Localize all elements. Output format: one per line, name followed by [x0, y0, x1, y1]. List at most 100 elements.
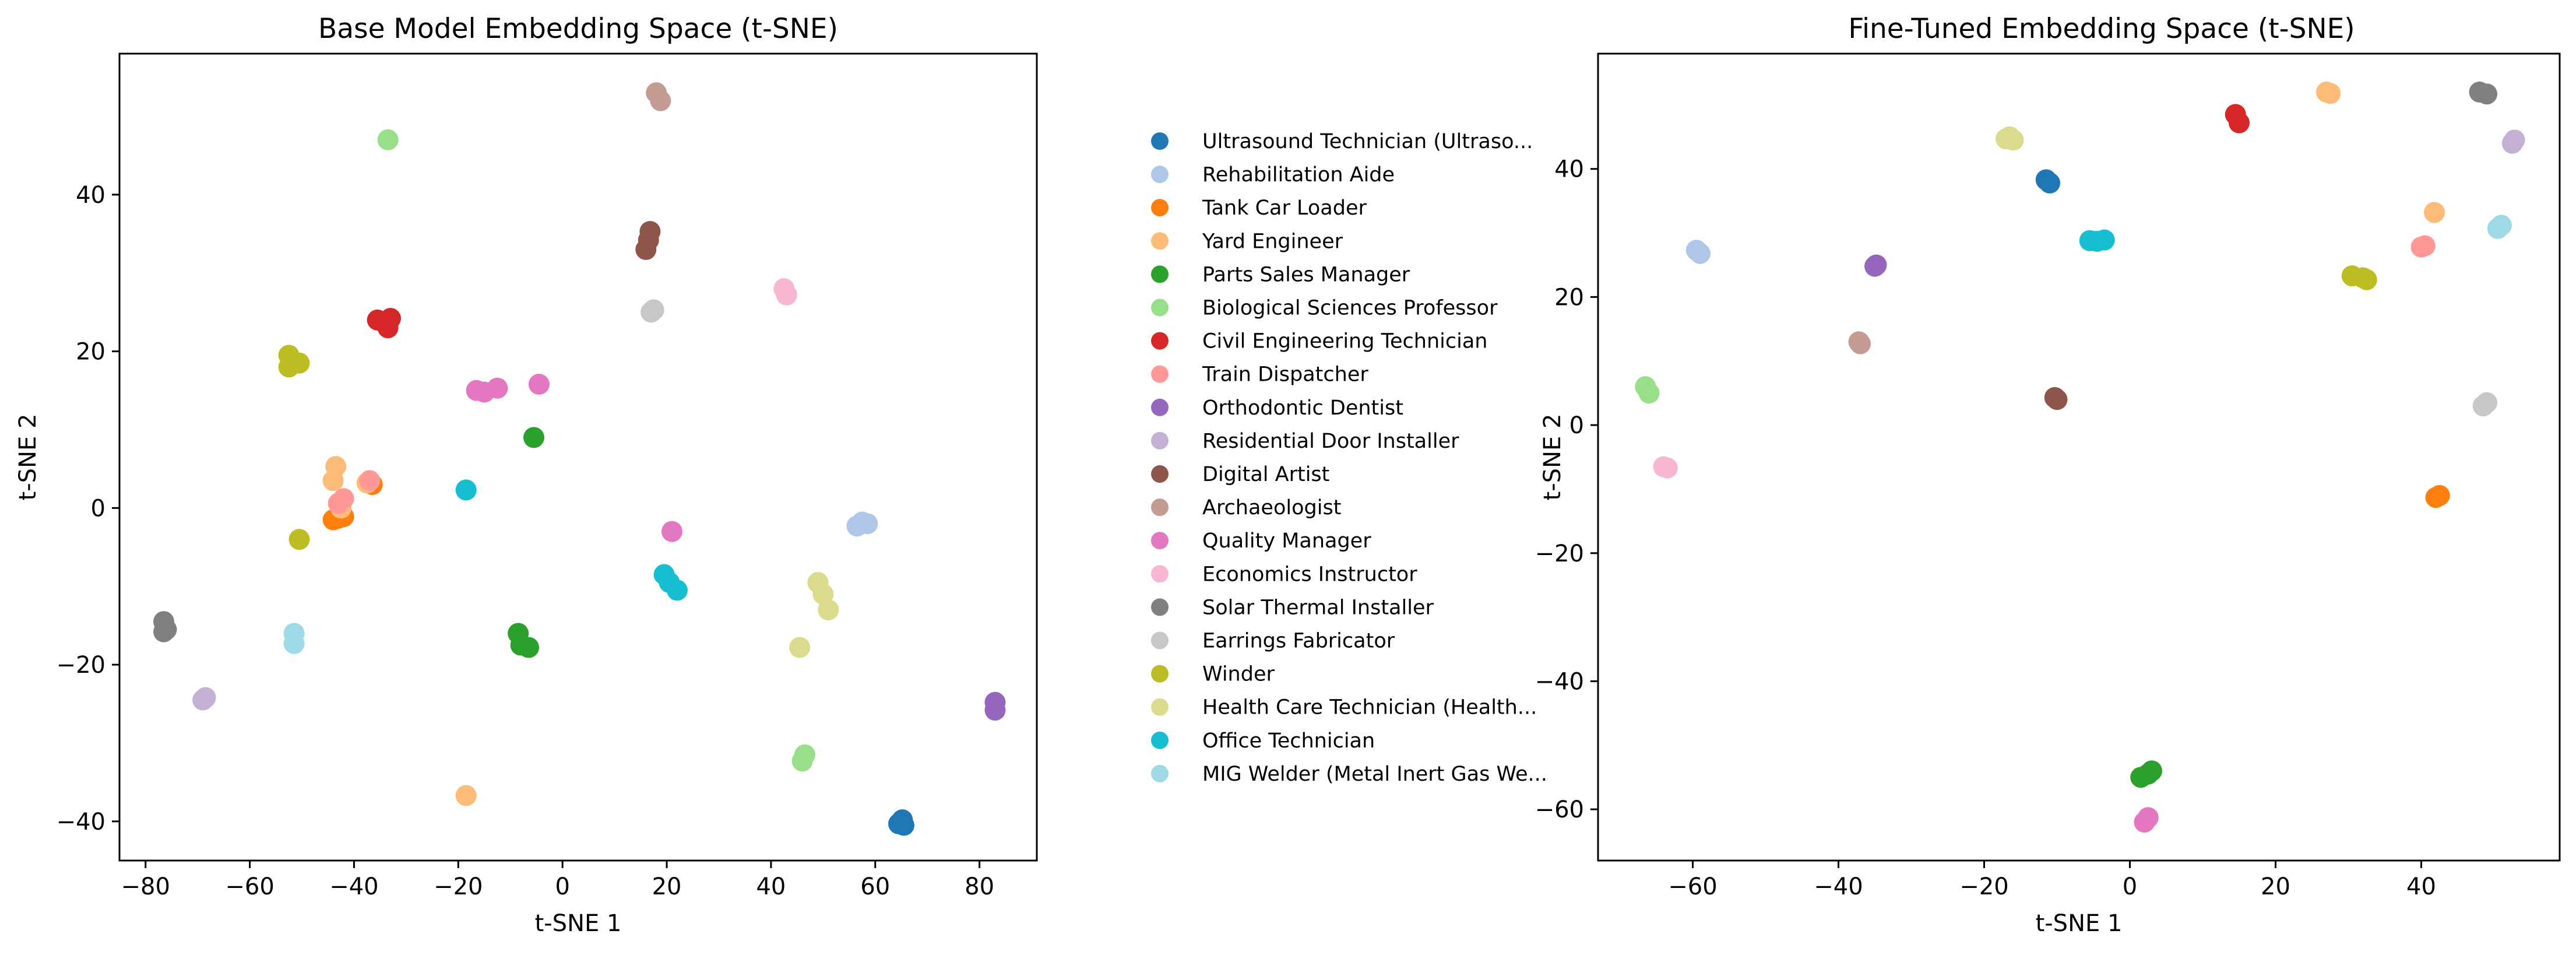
x-tick-label: −20	[434, 873, 483, 900]
point-rehabilitation-aide	[1690, 243, 1711, 264]
legend-marker-quality-manager	[1151, 532, 1169, 550]
x-tick-label: 40	[756, 873, 786, 900]
x-tick-label: −60	[225, 873, 274, 900]
point-parts-sales-manager	[518, 637, 540, 658]
fine-tuned-y-axis-label: t-SNE 2	[1539, 414, 1566, 501]
point-winder	[288, 352, 310, 374]
y-tick-label: 20	[1554, 284, 1584, 311]
point-yard-engineer	[2320, 83, 2341, 104]
legend-label-train-dispatcher: Train Dispatcher	[1202, 363, 1368, 387]
point-quality-manager	[487, 377, 508, 399]
legend-marker-orthodontic-dentist	[1151, 398, 1169, 416]
point-ultrasound-technician-ultraso	[893, 814, 914, 836]
legend-marker-digital-artist	[1151, 465, 1169, 483]
legend-marker-earrings-fabricator	[1151, 631, 1169, 649]
legend-marker-health-care-technician-health	[1151, 698, 1169, 716]
point-economics-instructor	[1656, 457, 1678, 479]
point-train-dispatcher	[359, 470, 381, 491]
base-model-y-axis-label: t-SNE 2	[15, 414, 41, 501]
legend-label-office-technician: Office Technician	[1202, 729, 1375, 753]
x-tick-label: 0	[2123, 873, 2137, 900]
point-parts-sales-manager	[2141, 760, 2162, 782]
legend-label-solar-thermal-installer: Solar Thermal Installer	[1202, 596, 1434, 619]
point-solar-thermal-installer	[153, 621, 175, 642]
legend-label-residential-door-installer: Residential Door Installer	[1202, 430, 1459, 453]
legend-label-orthodontic-dentist: Orthodontic Dentist	[1202, 396, 1403, 420]
base-model-points	[153, 82, 1006, 836]
y-tick-label: −60	[1535, 796, 1584, 823]
legend-label-mig-welder-metal-inert-gas-we: MIG Welder (Metal Inert Gas We...	[1202, 763, 1547, 786]
point-orthodontic-dentist	[1866, 254, 1887, 276]
legend-label-civil-engineering-technician: Civil Engineering Technician	[1202, 330, 1487, 353]
legend-marker-office-technician	[1151, 731, 1169, 749]
point-train-dispatcher	[2414, 235, 2436, 257]
legend-marker-train-dispatcher	[1151, 365, 1169, 383]
legend-marker-mig-welder-metal-inert-gas-we	[1151, 764, 1169, 782]
x-tick-label: 20	[652, 873, 682, 900]
base-model-x-axis-label: t-SNE 1	[535, 910, 622, 937]
point-residential-door-installer	[2504, 129, 2525, 151]
legend-marker-archaeologist	[1151, 498, 1169, 517]
legend-label-tank-car-loader: Tank Car Loader	[1202, 196, 1367, 220]
point-office-technician	[2093, 229, 2115, 251]
point-mig-welder-metal-inert-gas-we	[283, 633, 305, 654]
point-office-technician	[666, 580, 688, 601]
point-biological-sciences-professor	[791, 750, 813, 772]
legend-label-economics-instructor: Economics Instructor	[1202, 563, 1417, 586]
point-biological-sciences-professor	[1638, 382, 1660, 404]
x-tick-label: −20	[1959, 873, 2008, 900]
point-winder	[2356, 269, 2377, 290]
x-tick-label: −80	[121, 873, 170, 900]
point-office-technician	[455, 479, 477, 501]
point-winder	[288, 529, 310, 550]
point-quality-manager	[661, 521, 682, 542]
legend-marker-solar-thermal-installer	[1151, 598, 1169, 616]
y-tick-label: 40	[1554, 156, 1584, 183]
y-tick-label: 0	[1569, 412, 1584, 439]
y-tick-label: 20	[76, 339, 105, 366]
y-tick-label: 40	[76, 182, 105, 209]
point-archaeologist	[1850, 333, 1871, 354]
legend-marker-winder	[1151, 665, 1169, 683]
point-earrings-fabricator	[643, 299, 664, 321]
point-rehabilitation-aide	[857, 513, 878, 535]
point-yard-engineer	[2424, 202, 2445, 223]
point-health-care-technician-health	[1999, 126, 2021, 148]
y-tick-label: −40	[1535, 668, 1584, 695]
point-orthodontic-dentist	[984, 700, 1006, 721]
legend-marker-parts-sales-manager	[1151, 265, 1169, 283]
x-tick-label: −40	[329, 873, 378, 900]
point-health-care-technician-health	[818, 599, 839, 621]
legend-label-archaeologist: Archaeologist	[1202, 496, 1341, 519]
point-archaeologist	[650, 90, 671, 111]
fine-tuned-points	[1635, 81, 2525, 833]
fine-tuned-axes-frame	[1597, 52, 2561, 862]
point-digital-artist	[639, 221, 661, 243]
legend-marker-civil-engineering-technician	[1151, 332, 1169, 350]
y-tick-label: 0	[91, 495, 105, 522]
y-tick-label: −20	[57, 652, 105, 679]
point-yard-engineer	[322, 470, 344, 491]
x-tick-label: 80	[965, 873, 994, 900]
legend-label-yard-engineer: Yard Engineer	[1202, 230, 1343, 253]
point-civil-engineering-technician	[2229, 112, 2250, 134]
legend-label-earrings-fabricator: Earrings Fabricator	[1202, 630, 1395, 653]
base-model-axes-frame	[118, 52, 1038, 862]
point-parts-sales-manager	[523, 427, 544, 448]
point-tank-car-loader	[2429, 484, 2450, 506]
x-tick-label: −40	[1814, 873, 1863, 900]
base-model-title: Base Model Embedding Space (t-SNE)	[318, 13, 838, 45]
y-tick-label: −20	[1535, 540, 1584, 567]
point-health-care-technician-health	[789, 637, 811, 658]
x-tick-label: 20	[2261, 873, 2290, 900]
legend-label-health-care-technician-health: Health Care Technician (Health...	[1202, 696, 1537, 719]
x-tick-label: 0	[555, 873, 569, 900]
point-civil-engineering-technician	[377, 317, 399, 339]
point-ultrasound-technician-ultraso	[2039, 172, 2060, 194]
legend-marker-ultrasound-technician-ultraso	[1151, 132, 1169, 150]
legend-label-digital-artist: Digital Artist	[1202, 463, 1329, 486]
legend: Ultrasound Technician (Ultraso... Rehabil…	[1151, 130, 1547, 786]
legend-label-quality-manager: Quality Manager	[1202, 529, 1371, 553]
